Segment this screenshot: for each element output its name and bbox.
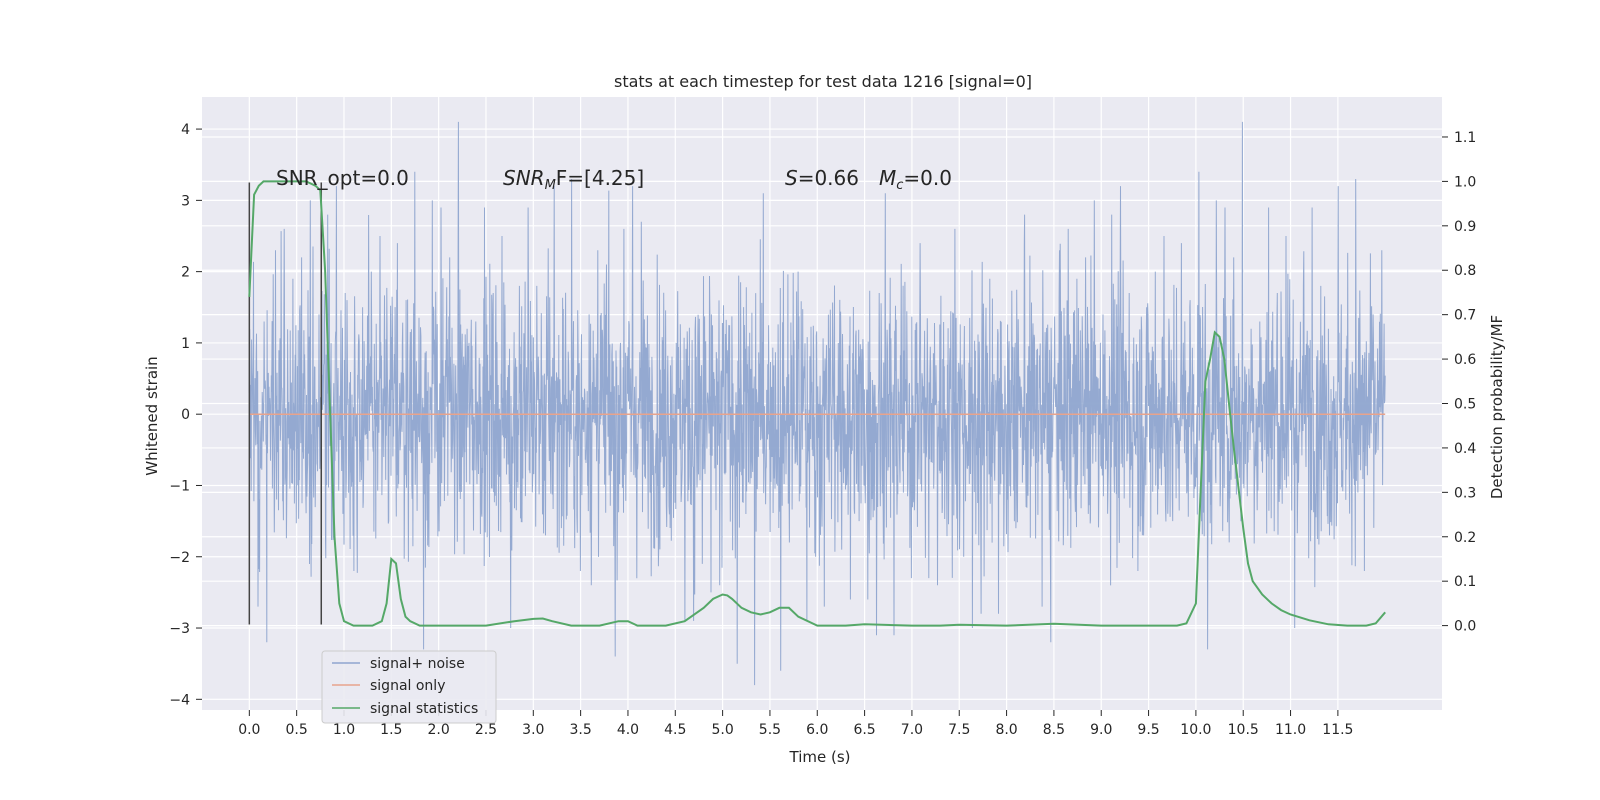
mc-annotation: Mc=0.0 xyxy=(879,166,952,193)
stats-line xyxy=(248,180,1386,627)
left-y-axis-label: Whitened strain xyxy=(143,356,161,475)
snr-mf-main: SNR xyxy=(503,166,545,190)
x-tick-label: 4.0 xyxy=(617,722,639,738)
left-y-tick-label: 0 xyxy=(181,407,190,423)
x-tick-label: 7.0 xyxy=(901,722,923,738)
noise-series xyxy=(248,121,1386,686)
right-y-tick-label: 0.9 xyxy=(1454,219,1476,235)
x-tick-label: 5.5 xyxy=(759,722,781,738)
x-tick-label: 5.0 xyxy=(711,722,733,738)
left-y-tick-label: 3 xyxy=(181,193,190,209)
right-y-axis: 0.0 0.1 0.2 0.3 0.4 0.5 0.6 0.7 0.8 0.9 1.0 1.1 xyxy=(1442,130,1476,635)
right-y-tick-label: 0.3 xyxy=(1454,485,1476,501)
noise-line xyxy=(248,121,1386,686)
x-tick-label: 3.0 xyxy=(522,722,544,738)
right-y-tick-label: 0.8 xyxy=(1454,263,1476,279)
right-y-tick-label: 0.4 xyxy=(1454,441,1476,457)
x-tick-label: 6.5 xyxy=(853,722,875,738)
chart-title: stats at each timestep for test data 121… xyxy=(614,72,1032,91)
x-axis: 0.0 0.5 1.0 1.5 2.0 2.5 3.0 3.5 4.0 4.5 5.0 5.5 6.0 6… xyxy=(238,710,1353,738)
left-y-tick-label: −1 xyxy=(169,478,190,494)
right-y-axis-label: Detection probability/MF xyxy=(1488,315,1506,499)
s-label: S xyxy=(785,166,798,190)
x-tick-label: 0.0 xyxy=(238,722,260,738)
left-y-tick-label: 2 xyxy=(181,265,190,281)
x-tick-label: 6.0 xyxy=(806,722,828,738)
left-y-tick-label: 4 xyxy=(181,122,190,138)
x-tick-label: 2.5 xyxy=(475,722,497,738)
snr-mf-annotation: SNRMF=[4.25] xyxy=(503,166,644,193)
x-tick-label: 8.0 xyxy=(995,722,1017,738)
legend: signal+ noise signal only signal statist… xyxy=(321,650,497,724)
right-y-tick-label: 1.0 xyxy=(1454,174,1476,190)
x-tick-label: 10.0 xyxy=(1180,722,1211,738)
stats-series xyxy=(248,180,1386,627)
snr-opt-annotation: SNR_opt=0.0 xyxy=(276,166,409,190)
legend-label-stats: signal statistics xyxy=(370,701,478,717)
right-y-tick-label: 0.2 xyxy=(1454,530,1476,546)
mc-sub: c xyxy=(896,178,903,193)
left-y-tick-label: −4 xyxy=(169,692,190,708)
x-tick-label: 0.5 xyxy=(286,722,308,738)
x-tick-label: 9.0 xyxy=(1090,722,1112,738)
right-y-tick-label: 0.6 xyxy=(1454,352,1476,368)
x-tick-label: 1.0 xyxy=(333,722,355,738)
left-y-tick-label: −2 xyxy=(169,550,190,566)
marker-lines xyxy=(248,182,323,625)
left-y-tick-label: 1 xyxy=(181,336,190,352)
x-tick-label: 11.0 xyxy=(1275,722,1306,738)
x-axis-label: Time (s) xyxy=(789,748,851,766)
x-tick-label: 11.5 xyxy=(1322,722,1353,738)
s-annotation: S=0.66 xyxy=(785,166,859,190)
right-y-tick-label: 1.1 xyxy=(1454,130,1476,146)
legend-label-noise: signal+ noise xyxy=(370,656,465,672)
legend-box xyxy=(321,650,497,724)
right-y-tick-label: 0.0 xyxy=(1454,619,1476,635)
left-y-axis: −4 −3 −2 −1 0 1 2 3 4 xyxy=(169,122,202,708)
mc-main: M xyxy=(879,166,896,190)
snr-mf-rest: F=[4.25] xyxy=(556,166,644,190)
mc-value: =0.0 xyxy=(903,166,952,190)
right-y-tick-label: 0.1 xyxy=(1454,574,1476,590)
left-y-tick-label: −3 xyxy=(169,621,190,637)
snr-mf-sub: M xyxy=(545,178,556,193)
x-tick-label: 1.5 xyxy=(380,722,402,738)
x-tick-label: 2.0 xyxy=(428,722,450,738)
x-tick-label: 10.5 xyxy=(1228,722,1259,738)
right-y-tick-label: 0.7 xyxy=(1454,308,1476,324)
legend-label-signal-only: signal only xyxy=(370,678,445,694)
right-y-tick-label: 0.5 xyxy=(1454,397,1476,413)
x-tick-label: 3.5 xyxy=(569,722,591,738)
x-tick-label: 8.5 xyxy=(1043,722,1065,738)
x-tick-label: 7.5 xyxy=(948,722,970,738)
s-value: =0.66 xyxy=(798,166,859,190)
x-tick-label: 4.5 xyxy=(664,722,686,738)
x-tick-label: 9.5 xyxy=(1137,722,1159,738)
